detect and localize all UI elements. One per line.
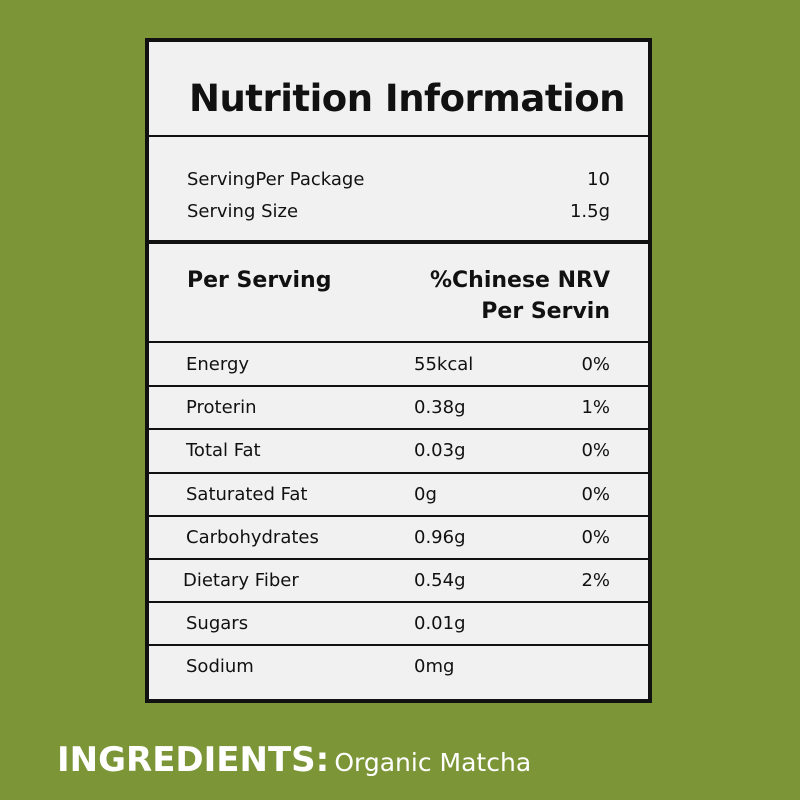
header-right: Per Servin xyxy=(481,299,610,324)
divider xyxy=(149,341,648,343)
header-left: Per Serving xyxy=(187,268,332,293)
serving-label: ServingPer Package xyxy=(187,169,365,190)
row-divider xyxy=(149,644,648,647)
nutrient-amount: 55kcal xyxy=(414,354,474,375)
row-divider xyxy=(149,428,648,431)
row-divider xyxy=(149,471,648,474)
row-divider xyxy=(149,385,648,388)
ingredients-label: INGREDIENTS: xyxy=(57,740,330,780)
ingredients: INGREDIENTS: Organic Matcha xyxy=(57,740,531,780)
nutrient-amount: 0.03g xyxy=(414,440,466,462)
ingredients-text: Organic Matcha xyxy=(334,748,532,777)
nutrient-nrv: 0% xyxy=(581,526,610,548)
nutrient-amount: 0g xyxy=(414,483,437,505)
nutrient-amount: 0.54g xyxy=(414,570,466,591)
size-label: Serving Size xyxy=(187,201,299,222)
divider xyxy=(149,135,648,137)
nutrient-name: Sugars xyxy=(186,613,249,635)
header-right: %Chinese NRV xyxy=(429,268,610,293)
nutrient-nrv: 0% xyxy=(581,483,610,505)
nutrient-name: Dietary Fiber xyxy=(183,570,299,591)
nutrient-nrv: 2% xyxy=(581,570,610,591)
nutrient-name: Saturated Fat xyxy=(186,483,308,505)
size-value: 1.5g xyxy=(569,201,610,222)
nutrient-nrv: 0% xyxy=(581,440,610,462)
nutrition-label: Nutrition Information ServingPer Package… xyxy=(145,38,652,703)
nutrient-amount: 0.96g xyxy=(414,526,466,548)
title: Nutrition Information xyxy=(189,77,625,120)
row-divider xyxy=(149,558,648,560)
row-divider xyxy=(149,514,648,517)
nutrient-name: Proterin xyxy=(186,397,257,419)
serving-value: 10 xyxy=(587,169,610,190)
nutrient-nrv: 1% xyxy=(581,397,610,419)
nutrient-name: Carbohydrates xyxy=(186,526,319,548)
row-divider xyxy=(149,601,648,604)
nutrient-amount: 0mg xyxy=(414,656,455,678)
nutrient-amount: 0.38g xyxy=(414,397,466,419)
nutrient-name: Sodium xyxy=(186,656,254,678)
nutrient-name: Total Fat xyxy=(186,440,261,462)
nutrient-nrv: 0% xyxy=(581,354,610,375)
divider xyxy=(149,240,648,244)
nutrient-amount: 0.01g xyxy=(414,613,466,635)
nutrient-name: Energy xyxy=(186,354,250,375)
